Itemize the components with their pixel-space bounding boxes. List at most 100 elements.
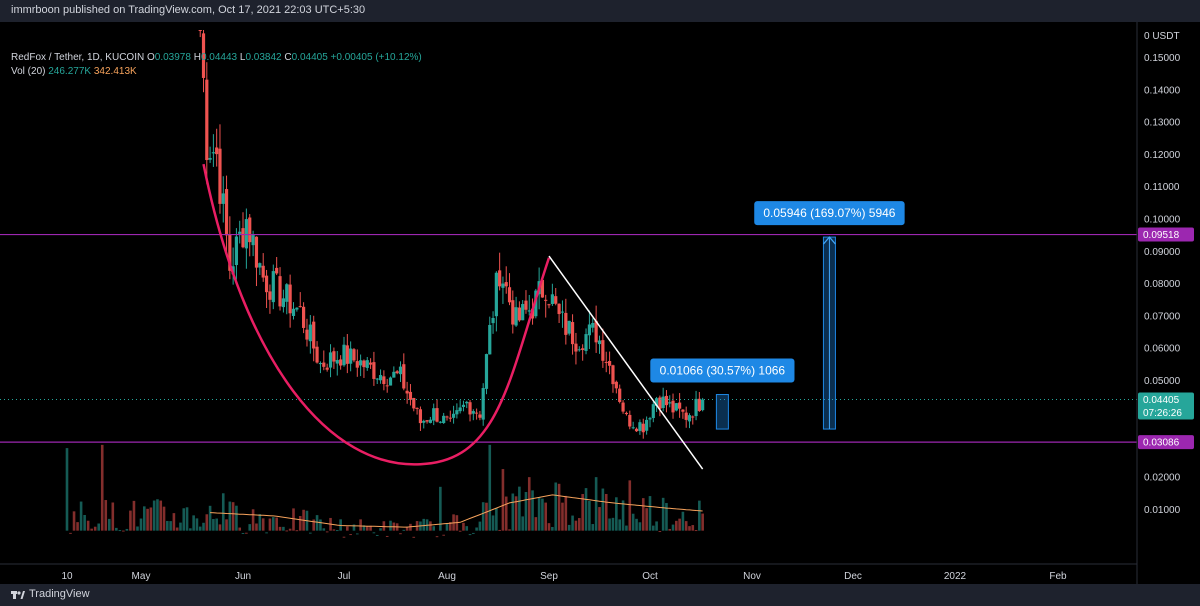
volume-bar (645, 508, 648, 531)
candle-body (597, 340, 602, 345)
candle-body (295, 307, 299, 310)
time-tick-label: 10 (61, 571, 73, 582)
volume-bar (325, 531, 329, 533)
volume-bar (149, 507, 153, 531)
candle-body (362, 360, 366, 368)
volume-bar (312, 519, 315, 531)
volume-bar (412, 536, 416, 538)
volume-bar (668, 528, 672, 531)
volume-bar (202, 522, 205, 531)
price-tick-label: 0.14000 (1144, 85, 1181, 96)
candle-body (438, 421, 442, 423)
candle-body (382, 376, 386, 385)
open-label: O (146, 52, 155, 63)
candle-body (601, 340, 605, 361)
candle-body (587, 324, 591, 336)
volume-bar (611, 517, 615, 531)
candle-body (198, 30, 202, 31)
volume-bar (671, 524, 675, 531)
candle-body (465, 401, 469, 404)
measure-label-box (650, 358, 795, 383)
chart-area[interactable]: 0.01066 (30.57%) 1066 0.05946 (169.07%) 5… (0, 22, 1200, 584)
candle-body (339, 359, 343, 366)
candle-body (205, 79, 209, 161)
volume-bar (638, 522, 642, 531)
candle-body (281, 298, 285, 308)
volume-bar (125, 528, 129, 531)
volume-bar (495, 508, 498, 531)
volume-bar (488, 444, 492, 531)
candle-body (684, 412, 688, 420)
candle-body (604, 361, 608, 363)
tradingview-logo-icon (11, 591, 25, 599)
volume-bar (90, 528, 93, 531)
volume-bar (107, 518, 111, 531)
volume-bar (339, 519, 342, 531)
price-tick-label: 0.02000 (1144, 473, 1181, 484)
volume-bar (319, 519, 322, 531)
volume-bar (231, 502, 235, 531)
volume-bar (405, 526, 409, 531)
candle-body (517, 307, 521, 321)
volume-bar (382, 521, 386, 531)
candle-body (221, 193, 225, 204)
volume-bar (651, 525, 655, 531)
volume-bar (475, 527, 478, 531)
volume-value: 246.277K (48, 66, 92, 77)
volume-bar (282, 526, 285, 531)
candle-body (254, 236, 259, 268)
volume-bar (122, 530, 125, 532)
candle-body (241, 228, 245, 248)
time-axis[interactable]: 10 May Jun Jul Aug Sep Oct Nov Dec 2022 Feb (0, 563, 1137, 582)
candle-body (641, 423, 645, 433)
measure-arrowhead (822, 236, 836, 245)
volume-bar (298, 515, 302, 531)
volume-bar (192, 515, 195, 531)
candle-body (671, 400, 675, 413)
volume-bar (288, 528, 292, 531)
volume-bar (574, 520, 578, 531)
price-tick-label: 0.07000 (1144, 311, 1181, 322)
volume-bar (554, 482, 558, 531)
candle-body (544, 299, 548, 301)
drawings[interactable]: 0.01066 (30.57%) 1066 0.05946 (169.07%) 5… (0, 163, 1137, 470)
volume-bar (681, 511, 685, 531)
candle-body (527, 310, 531, 312)
volume-bar (439, 486, 442, 531)
volume-bar (241, 532, 245, 534)
volume-bar (132, 500, 136, 531)
volume-label[interactable]: Vol (20) (11, 66, 46, 77)
candle-body (488, 324, 492, 355)
volume-bar (235, 505, 238, 531)
volume-bar (139, 518, 143, 531)
chart-svg[interactable]: 0.01066 (30.57%) 1066 0.05946 (169.07%) 5… (0, 22, 1200, 584)
publish-bar: immrboon published on TradingView.com, O… (0, 0, 1200, 22)
volume-bar (375, 534, 379, 536)
volume-bar (335, 530, 339, 532)
candle-body (501, 283, 505, 288)
candle-body (567, 320, 571, 334)
time-tick-label: Nov (743, 571, 761, 582)
volume-bar (118, 530, 122, 532)
volume-bar (129, 510, 132, 531)
low-value: 0.03842 (245, 52, 282, 63)
candle-body (402, 364, 406, 389)
volume-bar (561, 502, 564, 531)
candle-body (349, 348, 353, 364)
measure-label: 0.05946 (169.07%) 5946 (763, 206, 895, 220)
candle-body (322, 362, 326, 367)
candle-body (504, 282, 508, 287)
measure-range-box (715, 394, 729, 430)
symbol-name[interactable]: RedFox / Tether, 1D, KUCOIN (11, 52, 145, 63)
volume-bar (678, 518, 681, 531)
candle-body (540, 279, 545, 298)
volume-bar (581, 494, 584, 531)
candle-body (687, 415, 692, 422)
candle-body (342, 344, 346, 366)
volume-bar (285, 530, 289, 532)
price-axis[interactable]: 0 USDT 0.15000 0.14000 0.13000 0.12000 0.1100… (1136, 22, 1194, 584)
volume-bar (309, 532, 312, 534)
brand-name: TradingView (29, 588, 90, 600)
volume-bar (369, 525, 372, 531)
volume-bar (295, 530, 299, 532)
